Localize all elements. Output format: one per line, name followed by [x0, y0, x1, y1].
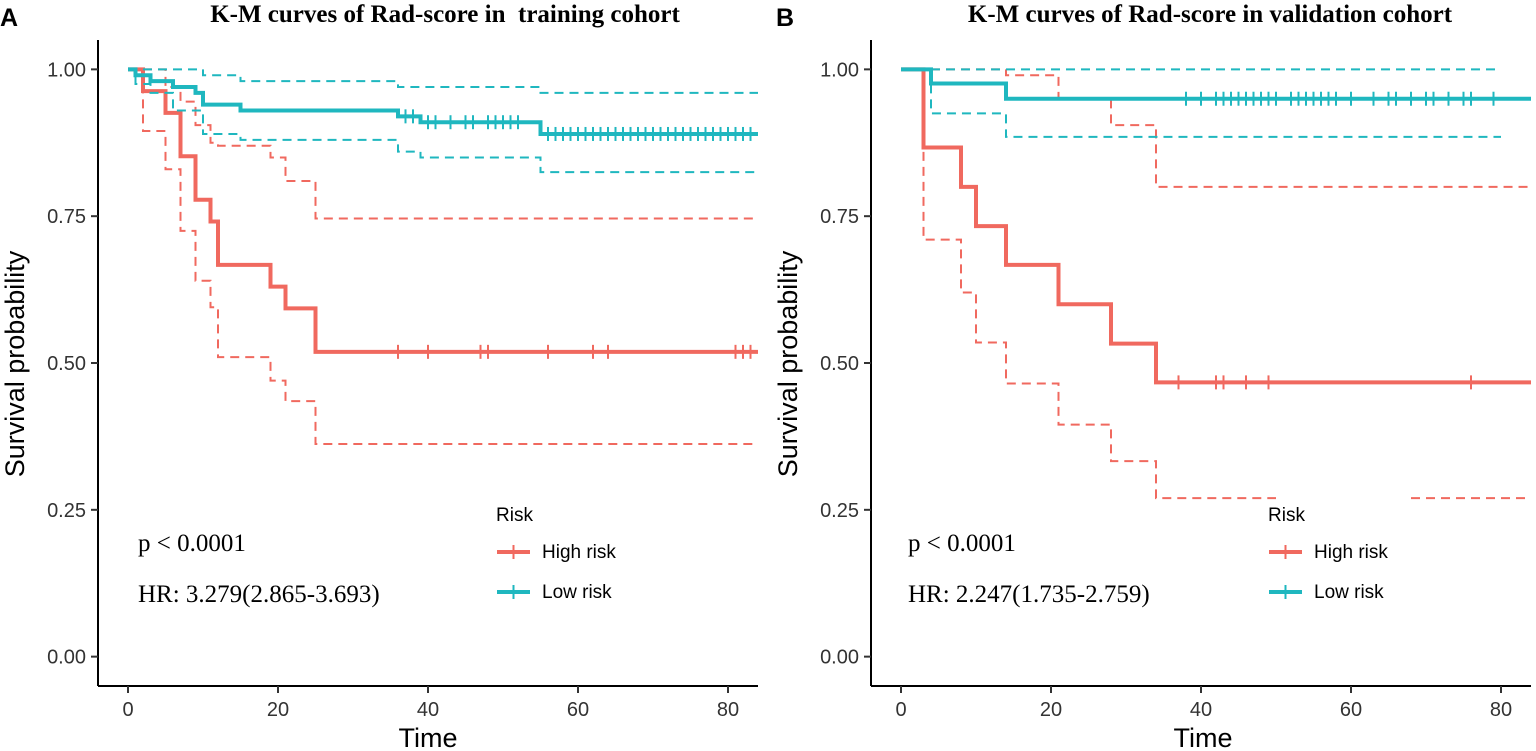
high-risk-curve-a [128, 67, 758, 354]
panel-a: A K-M curves of Rad-score in training co… [0, 1, 758, 751]
low-risk-curve-a [128, 67, 758, 136]
x-axis-title-a: Time [399, 723, 458, 751]
high-risk-upper-ci-b [901, 68, 1531, 188]
x-axis-title-b: Time [1174, 723, 1233, 751]
legend-title-a: Risk [496, 505, 533, 526]
high-risk-lower-ci-a [128, 68, 758, 446]
high-risk-lower-ci-b [901, 68, 1276, 500]
panel-b: B K-M curves of Rad-score in validation … [773, 1, 1531, 751]
legend-title-b: Risk [1268, 505, 1305, 526]
y-tick-label: 0.50 [820, 353, 859, 375]
y-axis-title-a: Survival probability [0, 250, 30, 477]
y-axis-title-b: Survival probability [773, 250, 803, 477]
y-tick-label: 0.50 [47, 353, 86, 375]
y-tick-label: 0.25 [47, 500, 86, 522]
panel-label-b: B [776, 4, 794, 32]
x-tick-label: 60 [1340, 699, 1362, 721]
x-tick-label: 80 [717, 699, 739, 721]
y-tick-label: 0.75 [47, 206, 86, 228]
x-tick-label: 60 [567, 699, 589, 721]
y-tick-label: 1.00 [47, 59, 86, 81]
legend-label-high-a: High risk [542, 542, 616, 563]
x-tick-label: 40 [417, 699, 439, 721]
y-tick-label: 0.25 [820, 500, 859, 522]
hazard-ratio-a: HR: 3.279(2.865-3.693) [138, 581, 380, 608]
y-tick-label: 1.00 [820, 59, 859, 81]
hazard-ratio-b: HR: 2.247(1.735-2.759) [908, 581, 1150, 608]
legend-label-low-a: Low risk [542, 582, 612, 603]
y-tick-label: 0.00 [47, 647, 86, 669]
chart-title-b: K-M curves of Rad-score in validation co… [968, 1, 1453, 28]
x-tick-label: 20 [1040, 699, 1062, 721]
legend-label-low-b: Low risk [1314, 582, 1384, 603]
x-tick-label: 80 [1490, 699, 1512, 721]
x-tick-label: 40 [1190, 699, 1212, 721]
p-value-a: p < 0.0001 [138, 530, 246, 557]
low-risk-lower-ci-b [901, 68, 1501, 138]
x-tick-label: 0 [895, 699, 906, 721]
p-value-b: p < 0.0001 [908, 530, 1016, 557]
low-risk-lower-ci-a [128, 68, 758, 174]
x-tick-label: 0 [122, 699, 133, 721]
low-risk-curve-b [901, 67, 1531, 101]
high-risk-upper-ci-a [128, 68, 758, 220]
low-risk-upper-ci-a [128, 68, 758, 94]
high-risk-curve-b [901, 67, 1531, 385]
chart-title-a: K-M curves of Rad-score in training coho… [210, 1, 680, 28]
legend-label-high-b: High risk [1314, 542, 1388, 563]
y-tick-label: 0.00 [820, 647, 859, 669]
y-tick-label: 0.75 [820, 206, 859, 228]
x-tick-label: 20 [267, 699, 289, 721]
panel-label-a: A [0, 4, 18, 32]
